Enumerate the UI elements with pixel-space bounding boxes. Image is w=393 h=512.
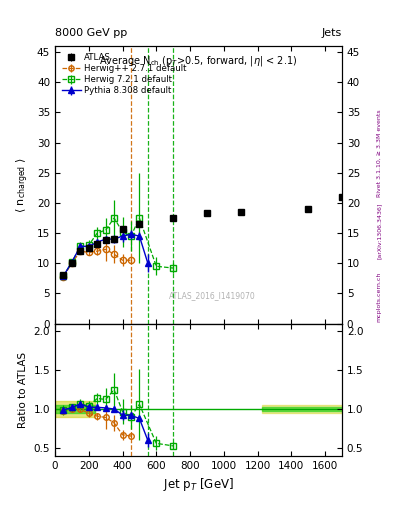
Bar [55,401,95,417]
Y-axis label: $\langle$ n$_{\rm charged}$ $\rangle$: $\langle$ n$_{\rm charged}$ $\rangle$ [15,157,31,213]
Bar [55,405,95,413]
Text: ATLAS_2016_I1419070: ATLAS_2016_I1419070 [169,291,256,301]
Legend: ATLAS, Herwig++ 2.7.1 default, Herwig 7.2.1 default, Pythia 8.308 default: ATLAS, Herwig++ 2.7.1 default, Herwig 7.… [59,50,189,98]
Y-axis label: Ratio to ATLAS: Ratio to ATLAS [18,352,28,428]
Bar [262,408,342,411]
Text: [arXiv:1306.3436]: [arXiv:1306.3436] [377,202,382,259]
X-axis label: Jet p$_T$ [GeV]: Jet p$_T$ [GeV] [163,476,234,493]
Text: Rivet 3.1.10, ≥ 3.3M events: Rivet 3.1.10, ≥ 3.3M events [377,110,382,198]
Text: 8000 GeV pp: 8000 GeV pp [55,28,127,38]
Text: Average N$_{\rm ch}$ (p$_T$>0.5, forward, |$\eta$| < 2.1): Average N$_{\rm ch}$ (p$_T$>0.5, forward… [99,54,298,69]
Bar [262,405,342,413]
Text: Jets: Jets [321,28,342,38]
Text: mcplots.cern.ch: mcplots.cern.ch [377,272,382,322]
